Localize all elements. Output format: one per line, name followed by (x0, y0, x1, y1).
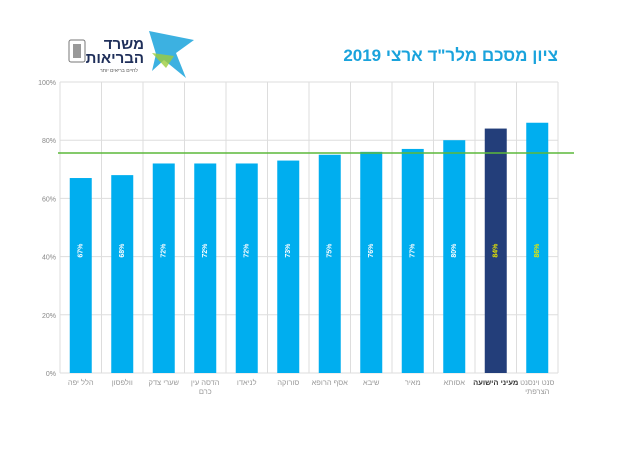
y-tick-label: 60% (42, 196, 56, 203)
x-tick-label: מאיר (405, 378, 421, 387)
bar-value-label: 67% (78, 243, 85, 258)
y-tick-label: 100% (38, 80, 56, 87)
x-tick-label: סנט וינסנט הצרפתי (520, 378, 554, 396)
bar-value-label: 72% (161, 243, 168, 258)
bar (111, 175, 134, 373)
x-tick-label: הלל יפה (68, 378, 94, 387)
chart-title: ציון מסכם מלר"ד ארצי 2019 (343, 46, 558, 65)
y-tick-label: 40% (42, 255, 56, 262)
x-tick-label: מעיני הישועה (473, 378, 518, 387)
bar (318, 154, 341, 373)
x-tick-label: אסותא (444, 378, 466, 387)
x-tick-label: סורוקה (277, 378, 299, 387)
bar-value-label: 76% (368, 243, 375, 258)
bar-value-label: 75% (327, 243, 334, 258)
x-tick-label: לניאדו (237, 378, 257, 387)
bar (277, 160, 300, 373)
ministry-logo (66, 28, 201, 83)
bar (360, 151, 383, 373)
bar-value-label: 80% (451, 243, 458, 258)
bar-value-label: 77% (410, 243, 417, 258)
bar-value-label: 86% (534, 243, 541, 258)
bar-value-label: 68% (119, 243, 126, 258)
bar (484, 128, 507, 373)
bar (526, 122, 549, 374)
x-tick-label: אסף הרופא (312, 378, 349, 387)
ministry-name: משרד הבריאות (85, 36, 144, 67)
x-tick-label: שערי צדק (148, 378, 179, 387)
y-tick-label: 80% (42, 138, 56, 145)
bar-value-label: 72% (202, 243, 209, 258)
x-tick-label: וולפסון (112, 378, 133, 387)
x-tick-label: שיבא (363, 378, 380, 387)
bar (401, 148, 424, 373)
bar (152, 163, 175, 373)
bar (235, 163, 258, 373)
y-tick-label: 0% (46, 371, 56, 378)
bar (69, 178, 92, 373)
bar (443, 140, 466, 373)
bar-value-label: 84% (493, 243, 500, 258)
bar (194, 163, 217, 373)
x-tick-label: הדסה עין כרם (191, 378, 220, 396)
bar-value-label: 73% (285, 243, 292, 258)
ministry-slogan: לחיים בריאים יותר (100, 68, 138, 74)
y-tick-label: 20% (42, 313, 56, 320)
bar-value-label: 72% (244, 243, 251, 258)
